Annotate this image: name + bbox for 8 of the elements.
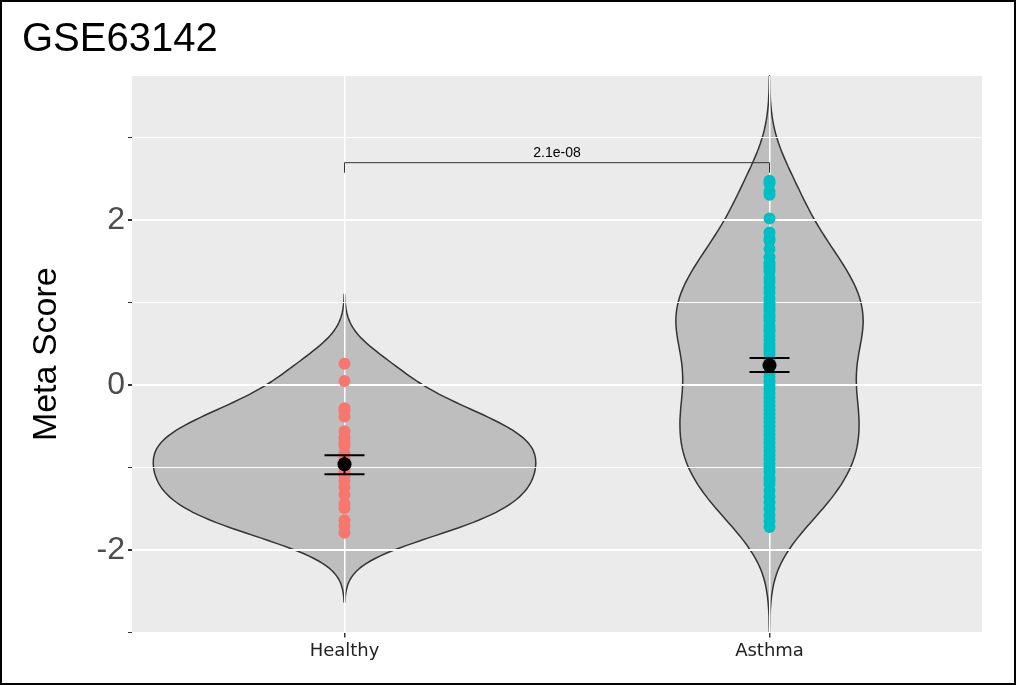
y-tick-label: 2	[107, 200, 125, 237]
y-tick-label: 0	[107, 364, 125, 401]
chart-title: GSE63142	[22, 15, 218, 60]
y-axis-title: Meta Score	[24, 267, 63, 442]
x-tick-label: Healthy	[309, 638, 380, 660]
x-tick-label: Asthma	[735, 638, 804, 660]
y-tick-label: -2	[96, 529, 125, 566]
annotation: 2.1e-08	[533, 143, 581, 160]
